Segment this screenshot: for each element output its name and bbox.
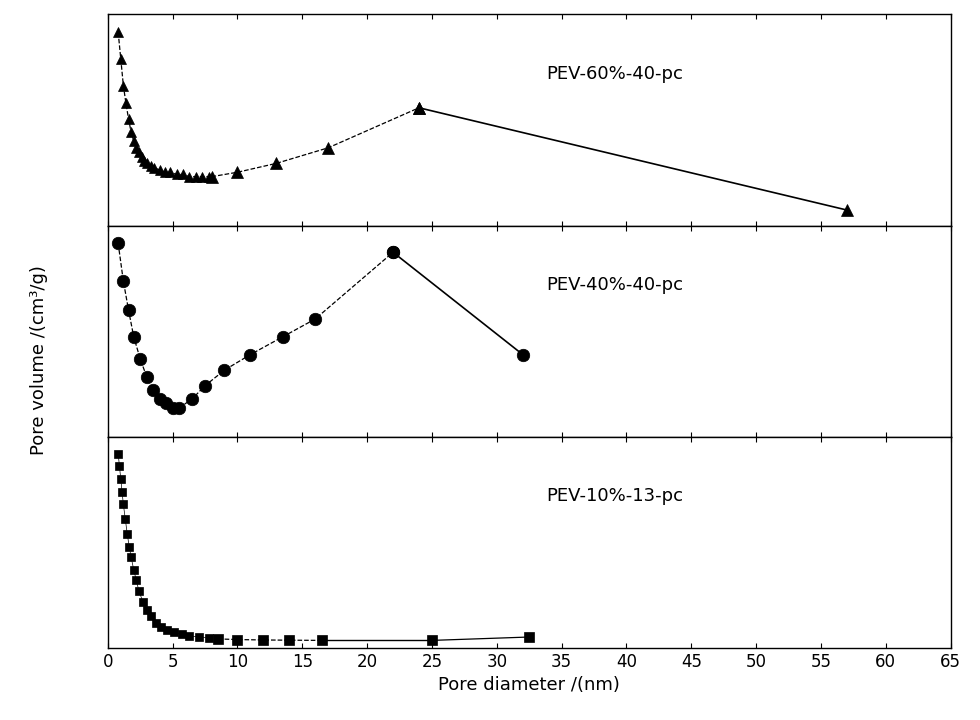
Text: Pore volume /(cm³/g): Pore volume /(cm³/g): [30, 265, 48, 455]
Text: PEV-40%-40-pc: PEV-40%-40-pc: [546, 276, 683, 294]
X-axis label: Pore diameter /(nm): Pore diameter /(nm): [438, 676, 620, 694]
Text: PEV-60%-40-pc: PEV-60%-40-pc: [546, 65, 683, 83]
Text: PEV-10%-13-pc: PEV-10%-13-pc: [546, 487, 683, 505]
